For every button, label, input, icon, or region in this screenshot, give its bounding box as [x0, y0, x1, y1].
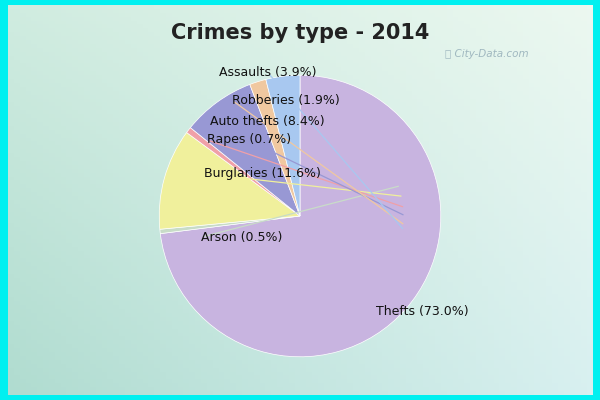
Text: Arson (0.5%): Arson (0.5%) [202, 231, 283, 244]
Wedge shape [190, 84, 300, 216]
Wedge shape [266, 75, 300, 216]
Text: Thefts (73.0%): Thefts (73.0%) [376, 305, 469, 318]
Text: Crimes by type - 2014: Crimes by type - 2014 [171, 23, 429, 43]
Text: Rapes (0.7%): Rapes (0.7%) [207, 134, 291, 146]
Text: Burglaries (11.6%): Burglaries (11.6%) [204, 167, 321, 180]
Text: Auto thefts (8.4%): Auto thefts (8.4%) [210, 115, 325, 128]
Text: ⓘ City-Data.com: ⓘ City-Data.com [445, 49, 529, 59]
Wedge shape [187, 128, 300, 216]
Wedge shape [159, 132, 300, 229]
Text: Assaults (3.9%): Assaults (3.9%) [219, 66, 316, 79]
Wedge shape [250, 80, 300, 216]
Wedge shape [160, 75, 441, 357]
Wedge shape [160, 216, 300, 234]
Text: Robberies (1.9%): Robberies (1.9%) [232, 94, 340, 107]
